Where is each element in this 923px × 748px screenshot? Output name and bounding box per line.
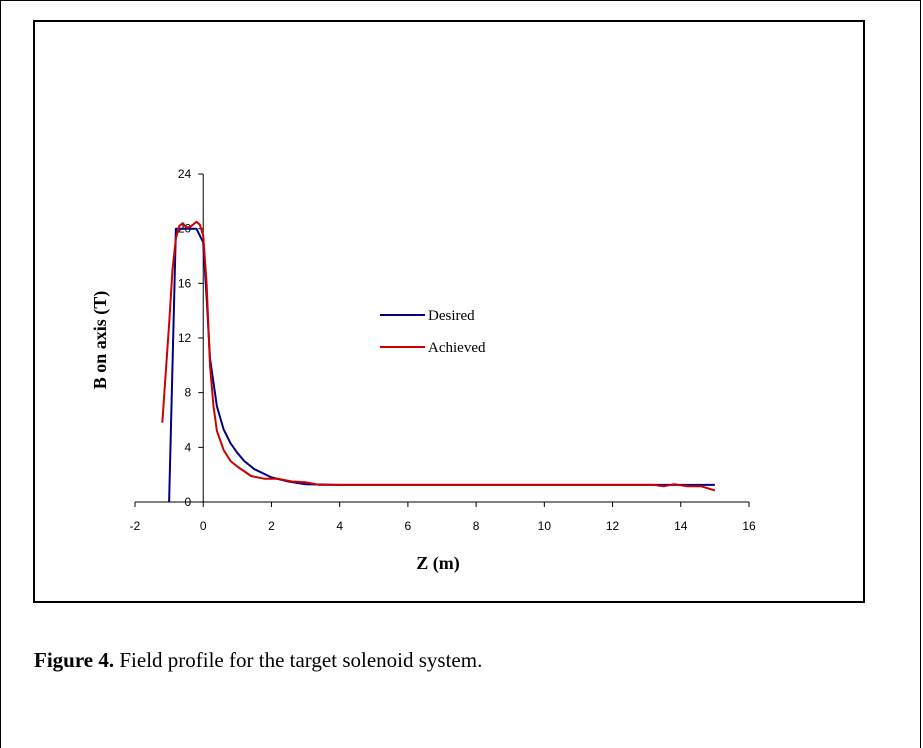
y-tick-label: 12 [178,331,192,345]
x-tick-label: 8 [473,519,480,533]
series-line-achieved [161,220,716,492]
x-tick-label: 4 [336,519,343,533]
y-tick-label: 4 [185,440,192,454]
x-tick-label: -2 [130,519,141,533]
caption-text: Field profile for the target solenoid sy… [114,648,483,672]
x-tick-labels: -2 0 2 4 6 8 10 12 14 16 [130,519,756,533]
x-axis-title: Z (m) [416,553,460,574]
series-line-desired [168,227,715,503]
x-tick-label: 2 [268,519,275,533]
y-tick-label: 8 [185,386,192,400]
figure-label: Figure 4. [34,648,115,672]
figure-caption: Figure 4. Field profile for the target s… [34,648,482,673]
series-lines [161,220,716,503]
x-tick-label: 14 [674,519,688,533]
axes [134,173,750,507]
legend-label-achieved: Achieved [428,340,486,356]
chart-frame [33,20,865,603]
x-tick-label: 0 [200,519,207,533]
x-tick-label: 6 [405,519,412,533]
x-tick-label: 10 [538,519,552,533]
y-axis-title: B on axis (T) [90,291,111,390]
legend: Desired Achieved [380,308,486,356]
y-tick-label: 0 [185,495,192,509]
x-tick-label: 12 [606,519,620,533]
legend-label-desired: Desired [428,308,475,324]
y-tick-label: 16 [178,276,192,290]
x-tick-label: 16 [742,519,756,533]
y-tick-label: 24 [178,167,192,181]
